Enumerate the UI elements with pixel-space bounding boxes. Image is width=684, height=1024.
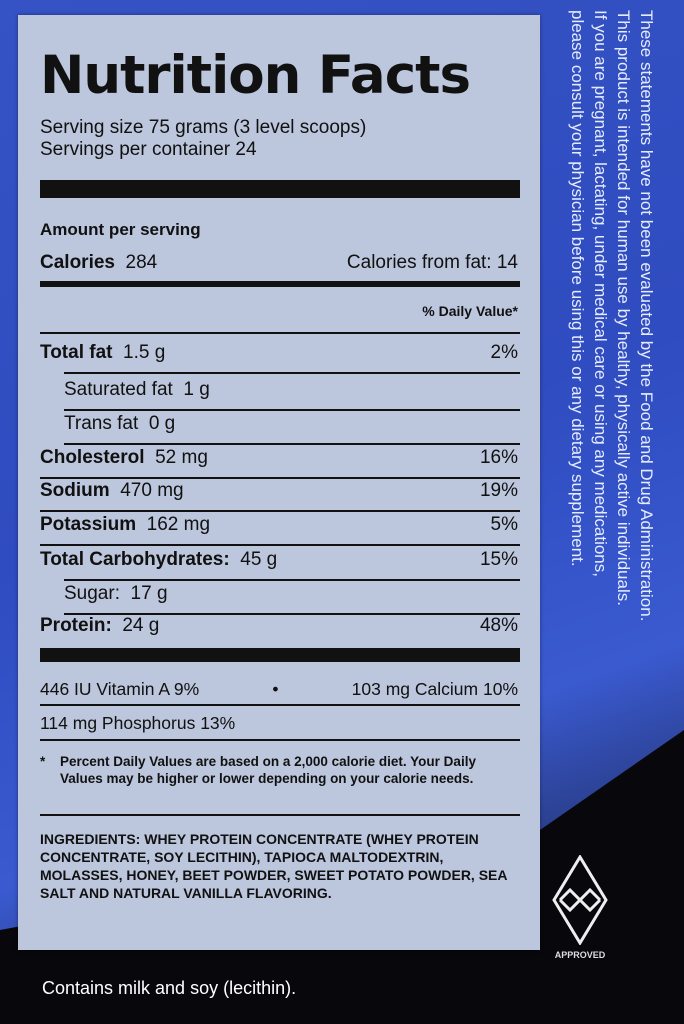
daily-value-header: % Daily Value* xyxy=(422,303,518,319)
nutrient-name: Potassium xyxy=(40,514,137,535)
phosphorus: 114 mg Phosphorus 13% xyxy=(40,713,236,733)
nutrient-name: Total fat xyxy=(40,342,113,363)
footnote-star: * xyxy=(40,754,46,769)
allergen-statement: Contains milk and soy (lecithin). xyxy=(42,978,297,998)
divider-thick xyxy=(40,648,520,662)
nutrient-row: Total Carbohydrates: 45 g 15% xyxy=(40,549,518,571)
footnote: * Percent Daily Values are based on a 2,… xyxy=(40,753,518,787)
divider xyxy=(40,739,520,741)
nutrient-amount: 52 mg xyxy=(155,447,208,468)
serving-size: Serving size 75 grams (3 level scoops) xyxy=(40,117,367,138)
ingredients-label: INGREDIENTS: xyxy=(40,831,141,847)
divider xyxy=(40,704,520,706)
calories-value: 284 xyxy=(125,252,158,273)
divider xyxy=(40,477,520,479)
divider xyxy=(64,579,520,581)
phosphorus-row: 114 mg Phosphorus 13% xyxy=(40,713,518,734)
divider-thick xyxy=(40,180,520,198)
divider xyxy=(64,409,520,411)
disclaimer-line: If you are pregnant, lactating, under me… xyxy=(591,10,610,577)
vitamin-a: 446 IU Vitamin A 9% xyxy=(40,679,200,699)
approved-badge-text: APPROVED xyxy=(554,950,606,960)
disclaimer-line: This product is intended for human use b… xyxy=(614,10,633,606)
divider xyxy=(64,443,520,445)
nutrient-row: Potassium 162 mg 5% xyxy=(40,514,518,536)
nutrient-row: Total fat 1.5 g 2% xyxy=(40,342,518,364)
nutrient-amount: 162 mg xyxy=(146,514,211,535)
divider xyxy=(40,332,520,334)
nutrient-dv: 15% xyxy=(479,549,518,570)
ingredients-text: WHEY PROTEIN CONCENTRATE (WHEY PROTEIN C… xyxy=(40,831,507,901)
nutrient-name: Protein: xyxy=(40,615,112,636)
nutrient-name: Saturated fat xyxy=(64,379,173,400)
nutrient-row: Sugar: 17 g xyxy=(40,583,518,605)
nutrient-name: Cholesterol xyxy=(40,447,145,468)
calories-row: Calories 284 Calories from fat: 14 xyxy=(40,252,518,274)
calcium: 103 mg Calcium 10% xyxy=(351,679,518,699)
nutrient-amount: 45 g xyxy=(240,549,278,570)
nutrient-row: Sodium 470 mg 19% xyxy=(40,480,518,502)
nutrient-amount: 0 g xyxy=(148,413,176,434)
nutrient-dv: 2% xyxy=(490,342,518,363)
nutrient-dv: 16% xyxy=(479,447,518,468)
nutrient-dv: 19% xyxy=(479,480,518,501)
nutrient-row: Cholesterol 52 mg 16% xyxy=(40,447,518,469)
disclaimer-line: please consult your physician before usi… xyxy=(568,10,587,567)
nutrient-row: Trans fat 0 g xyxy=(40,413,518,435)
nutrient-dv: 5% xyxy=(490,514,518,535)
nutrient-name: Sugar: xyxy=(64,583,120,604)
calories-from-fat: Calories from fat: 14 xyxy=(346,252,518,273)
nutrient-row: Protein: 24 g 48% xyxy=(40,615,518,637)
nutrient-amount: 24 g xyxy=(122,615,160,636)
nutrition-label: Nutrition Facts Serving size 75 grams (3… xyxy=(18,15,540,950)
nutrient-name: Sodium xyxy=(40,480,110,501)
nutrient-dv: 48% xyxy=(479,615,518,636)
nutrient-name: Total Carbohydrates: xyxy=(40,549,230,570)
ingredients: INGREDIENTS: WHEY PROTEIN CONCENTRATE (W… xyxy=(40,830,510,902)
divider xyxy=(40,814,520,816)
label-title: Nutrition Facts xyxy=(40,45,471,106)
divider xyxy=(64,372,520,374)
nutrient-amount: 1 g xyxy=(183,379,210,400)
calories-label: Calories xyxy=(40,252,115,273)
vitamins-row: 446 IU Vitamin A 9% • 103 mg Calcium 10% xyxy=(40,679,518,700)
divider xyxy=(40,281,520,287)
nutrient-amount: 470 mg xyxy=(120,480,184,501)
bullet: • xyxy=(272,679,279,699)
amount-per-serving: Amount per serving xyxy=(40,220,201,239)
nutrient-amount: 1.5 g xyxy=(123,342,166,363)
footnote-text: Percent Daily Values are based on a 2,00… xyxy=(60,754,476,786)
divider xyxy=(64,613,520,615)
diamond-logo-icon xyxy=(552,855,608,945)
servings-per-container: Servings per container 24 xyxy=(40,139,257,160)
nutrient-name: Trans fat xyxy=(64,413,139,434)
disclaimer-line: These statements have not been evaluated… xyxy=(637,10,656,622)
divider xyxy=(40,510,520,512)
nutrient-amount: 17 g xyxy=(130,583,168,604)
disclaimer: These statements have not been evaluated… xyxy=(566,10,658,840)
divider xyxy=(40,544,520,546)
nutrient-row: Saturated fat 1 g xyxy=(40,379,518,401)
